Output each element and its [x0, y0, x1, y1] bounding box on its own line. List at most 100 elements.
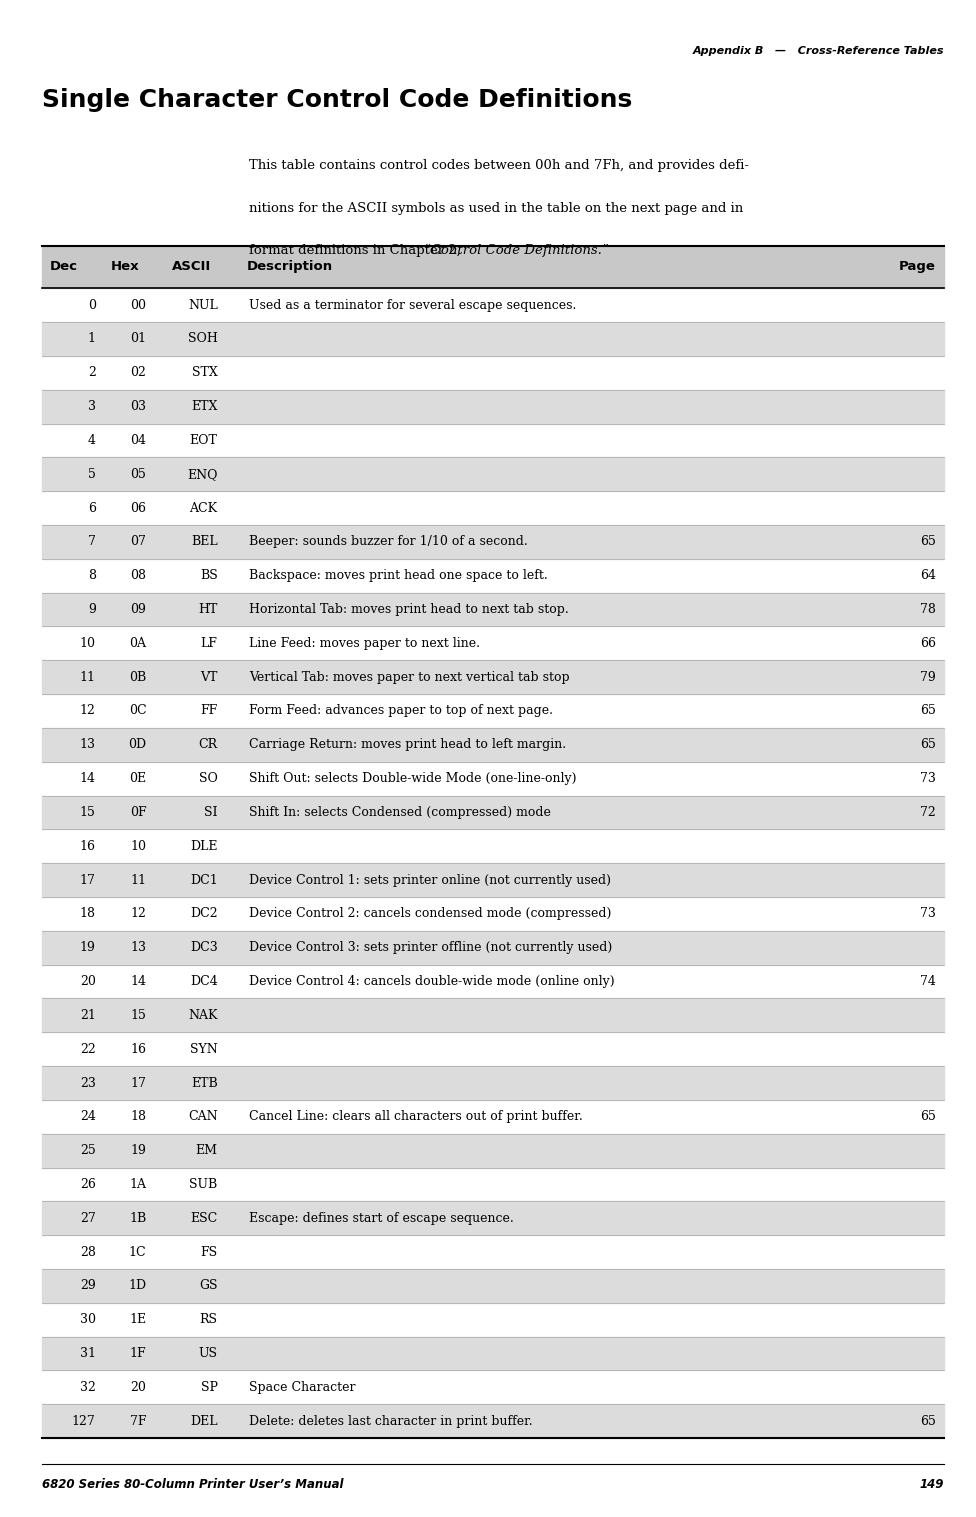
- Text: EM: EM: [195, 1144, 218, 1157]
- Text: This table contains control codes between 00h and 7Fh, and provides defi-: This table contains control codes betwee…: [249, 159, 749, 173]
- Text: Delete: deletes last character in print buffer.: Delete: deletes last character in print …: [249, 1415, 533, 1427]
- Text: nitions for the ASCII symbols as used in the table on the next page and in: nitions for the ASCII symbols as used in…: [249, 202, 743, 215]
- Text: 1C: 1C: [129, 1245, 146, 1259]
- Text: ETX: ETX: [191, 400, 218, 413]
- Bar: [42, 390, 944, 423]
- Text: SYN: SYN: [190, 1042, 218, 1056]
- Text: 0A: 0A: [130, 637, 146, 649]
- Text: 01: 01: [131, 332, 146, 346]
- Text: NAK: NAK: [188, 1009, 218, 1022]
- Text: US: US: [199, 1347, 218, 1361]
- Text: EOT: EOT: [189, 434, 218, 448]
- Text: Escape: defines start of escape sequence.: Escape: defines start of escape sequence…: [249, 1212, 513, 1224]
- Text: NUL: NUL: [188, 299, 218, 311]
- Text: 20: 20: [80, 975, 96, 988]
- Text: 06: 06: [131, 502, 146, 514]
- Text: 78: 78: [920, 604, 936, 616]
- Text: CR: CR: [198, 739, 218, 751]
- Bar: [42, 660, 944, 695]
- Bar: [42, 1270, 944, 1303]
- Text: Cancel Line: clears all characters out of print buffer.: Cancel Line: clears all characters out o…: [249, 1110, 583, 1123]
- Bar: [42, 1066, 944, 1100]
- Text: 19: 19: [80, 941, 96, 954]
- Text: 09: 09: [131, 604, 146, 616]
- Text: 24: 24: [80, 1110, 96, 1123]
- Bar: [42, 593, 944, 627]
- Text: 7F: 7F: [130, 1415, 146, 1427]
- Text: 19: 19: [131, 1144, 146, 1157]
- Text: 1: 1: [88, 332, 96, 346]
- Text: 7: 7: [88, 536, 96, 548]
- Text: 26: 26: [80, 1179, 96, 1191]
- Text: ETB: ETB: [191, 1077, 218, 1089]
- Text: 1F: 1F: [130, 1347, 146, 1361]
- Text: Device Control 1: sets printer online (not currently used): Device Control 1: sets printer online (n…: [249, 874, 611, 886]
- Text: DC4: DC4: [190, 975, 218, 988]
- Text: 66: 66: [920, 637, 936, 649]
- Text: 64: 64: [920, 569, 936, 583]
- Text: Appendix B   —   Cross-Reference Tables: Appendix B — Cross-Reference Tables: [692, 46, 944, 56]
- Text: 07: 07: [131, 536, 146, 548]
- Text: ASCII: ASCII: [172, 261, 211, 273]
- Text: Shift In: selects Condensed (compressed) mode: Shift In: selects Condensed (compressed)…: [249, 806, 550, 819]
- Text: 4: 4: [88, 434, 96, 448]
- Text: VT: VT: [200, 671, 218, 684]
- Text: 30: 30: [80, 1314, 96, 1326]
- Text: 127: 127: [72, 1415, 96, 1427]
- Text: GS: GS: [199, 1279, 218, 1292]
- Text: 31: 31: [80, 1347, 96, 1361]
- Text: FS: FS: [200, 1245, 218, 1259]
- Text: format definitions in Chapter 2,: format definitions in Chapter 2,: [249, 244, 465, 258]
- Text: 32: 32: [80, 1380, 96, 1394]
- Text: HT: HT: [198, 604, 218, 616]
- Text: SI: SI: [204, 806, 218, 819]
- Text: Hex: Hex: [110, 261, 139, 273]
- Text: SUB: SUB: [189, 1179, 218, 1191]
- Bar: [42, 998, 944, 1032]
- Text: 9: 9: [88, 604, 96, 616]
- Text: 65: 65: [920, 536, 936, 548]
- Text: 02: 02: [131, 366, 146, 379]
- Text: 18: 18: [131, 1110, 146, 1123]
- Text: 15: 15: [131, 1009, 146, 1022]
- Bar: [42, 457, 944, 492]
- Text: STX: STX: [192, 366, 218, 379]
- Text: 14: 14: [80, 772, 96, 786]
- Text: 73: 73: [920, 772, 936, 786]
- Text: Device Control 2: cancels condensed mode (compressed): Device Control 2: cancels condensed mode…: [249, 907, 611, 921]
- Text: 04: 04: [131, 434, 146, 448]
- Text: ACK: ACK: [189, 502, 218, 514]
- Text: Line Feed: moves paper to next line.: Line Feed: moves paper to next line.: [249, 637, 480, 649]
- Text: 1B: 1B: [129, 1212, 146, 1224]
- Text: 15: 15: [80, 806, 96, 819]
- Text: DC2: DC2: [190, 907, 218, 921]
- Text: BEL: BEL: [191, 536, 218, 548]
- Bar: [42, 1133, 944, 1168]
- Text: 13: 13: [80, 739, 96, 751]
- Text: 05: 05: [131, 467, 146, 481]
- Bar: [42, 322, 944, 356]
- Text: 2: 2: [88, 366, 96, 379]
- Text: 6820 Series 80-Column Printer User’s Manual: 6820 Series 80-Column Printer User’s Man…: [42, 1478, 344, 1491]
- Bar: [42, 728, 944, 762]
- Text: Page: Page: [899, 261, 936, 273]
- Text: 0: 0: [88, 299, 96, 311]
- Text: 08: 08: [131, 569, 146, 583]
- Text: 29: 29: [80, 1279, 96, 1292]
- Text: 1A: 1A: [130, 1179, 146, 1191]
- Text: Vertical Tab: moves paper to next vertical tab stop: Vertical Tab: moves paper to next vertic…: [249, 671, 570, 684]
- Text: 20: 20: [131, 1380, 146, 1394]
- Text: 11: 11: [80, 671, 96, 684]
- Text: 10: 10: [80, 637, 96, 649]
- Text: Device Control 3: sets printer offline (not currently used): Device Control 3: sets printer offline (…: [249, 941, 612, 954]
- Text: 1D: 1D: [128, 1279, 146, 1292]
- Text: 22: 22: [80, 1042, 96, 1056]
- Text: 74: 74: [920, 975, 936, 988]
- Text: ESC: ESC: [190, 1212, 218, 1224]
- Bar: [42, 1336, 944, 1370]
- Bar: [42, 795, 944, 830]
- Bar: [42, 246, 944, 288]
- Text: 25: 25: [80, 1144, 96, 1157]
- Text: ENQ: ENQ: [187, 467, 218, 481]
- Text: 03: 03: [131, 400, 146, 413]
